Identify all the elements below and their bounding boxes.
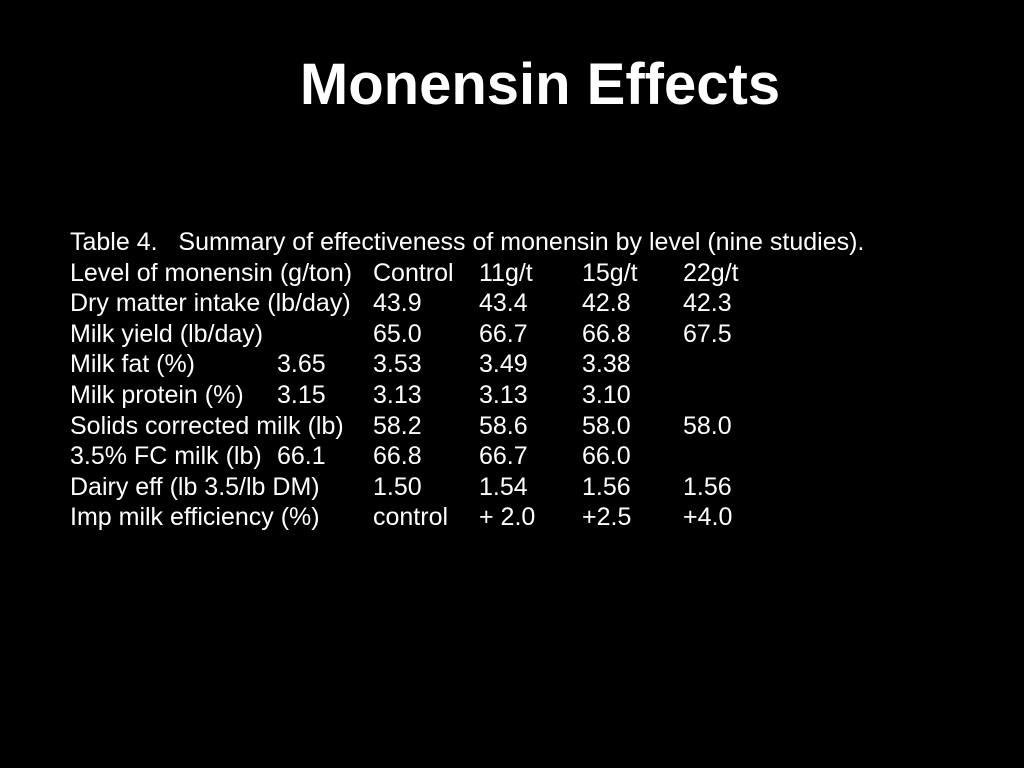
cell-value: 58.6 (479, 411, 528, 440)
cell-control-header: Control (373, 258, 454, 287)
row-label: Dairy eff (lb 3.5/lb DM) (70, 472, 320, 501)
cell-value: 1.56 (683, 472, 732, 501)
table-row-fc-milk: 3.5% FC milk (lb) 66.1 66.8 66.7 66.0 (70, 441, 970, 472)
row-label: 3.5% FC milk (lb) (70, 442, 262, 471)
cell-11gt-header: 11g/t (479, 258, 533, 287)
table-row-imp-milk-efficiency: Imp milk efficiency (%) control + 2.0 +2… (70, 502, 970, 533)
monensin-table: Table 4. Summary of effectiveness of mon… (70, 227, 970, 533)
cell-value: 66.7 (479, 319, 528, 348)
cell-value: 58.0 (683, 411, 732, 440)
cell-value: 43.4 (479, 289, 528, 318)
row-label: Level of monensin (g/ton) (70, 258, 353, 287)
cell-value: 3.10 (582, 380, 631, 409)
table-row-dairy-eff: Dairy eff (lb 3.5/lb DM) 1.50 1.54 1.56 … (70, 472, 970, 503)
table-row-milk-fat: Milk fat (%) 3.65 3.53 3.49 3.38 (70, 349, 970, 380)
table-row-milk-protein: Milk protein (%) 3.15 3.13 3.13 3.10 (70, 380, 970, 411)
cell-value: 1.54 (479, 472, 528, 501)
cell-value: 42.3 (683, 289, 732, 318)
cell-value: 66.8 (373, 442, 422, 471)
table-caption-row: Table 4. Summary of effectiveness of mon… (70, 227, 970, 258)
cell-value: 1.50 (373, 472, 422, 501)
cell-value: +4.0 (683, 503, 733, 532)
cell-value: 65.0 (373, 319, 422, 348)
row-label: Milk fat (%) (70, 350, 195, 379)
cell-value: 3.53 (373, 350, 422, 379)
cell-value: 3.65 (277, 350, 326, 379)
cell-value: 43.9 (373, 289, 422, 318)
row-label: Imp milk efficiency (%) (70, 503, 320, 532)
cell-value: +2.5 (582, 503, 632, 532)
cell-value: + 2.0 (479, 503, 536, 532)
cell-value: 66.8 (582, 319, 631, 348)
cell-value: 3.38 (582, 350, 631, 379)
cell-value: 3.49 (479, 350, 528, 379)
cell-value: 58.0 (582, 411, 631, 440)
row-label: Dry matter intake (lb/day) (70, 289, 351, 318)
cell-value: 66.0 (582, 442, 631, 471)
table-caption: Table 4. Summary of effectiveness of mon… (70, 228, 865, 256)
cell-value: control (373, 503, 449, 532)
cell-value: 66.7 (479, 442, 528, 471)
cell-value: 66.1 (277, 442, 326, 471)
table-row-solids-corrected-milk: Solids corrected milk (lb) 58.2 58.6 58.… (70, 411, 970, 442)
cell-15gt-header: 15g/t (582, 258, 638, 287)
cell-value: 1.56 (582, 472, 631, 501)
cell-value: 3.13 (479, 380, 528, 409)
cell-22gt-header: 22g/t (683, 258, 739, 287)
table-row-dry-matter-intake: Dry matter intake (lb/day) 43.9 43.4 42.… (70, 288, 970, 319)
cell-value: 42.8 (582, 289, 631, 318)
cell-value: 3.15 (277, 380, 326, 409)
cell-value: 58.2 (373, 411, 422, 440)
table-row-level-of-monensin: Level of monensin (g/ton) Control 11g/t … (70, 258, 970, 289)
slide-title: Monensin Effects (299, 52, 781, 117)
row-label: Solids corrected milk (lb) (70, 411, 344, 440)
cell-value: 67.5 (683, 319, 732, 348)
row-label: Milk protein (%) (70, 380, 244, 409)
row-label: Milk yield (lb/day) (70, 319, 264, 348)
cell-value: 3.13 (373, 380, 422, 409)
table-row-milk-yield: Milk yield (lb/day) 65.0 66.7 66.8 67.5 (70, 319, 970, 350)
